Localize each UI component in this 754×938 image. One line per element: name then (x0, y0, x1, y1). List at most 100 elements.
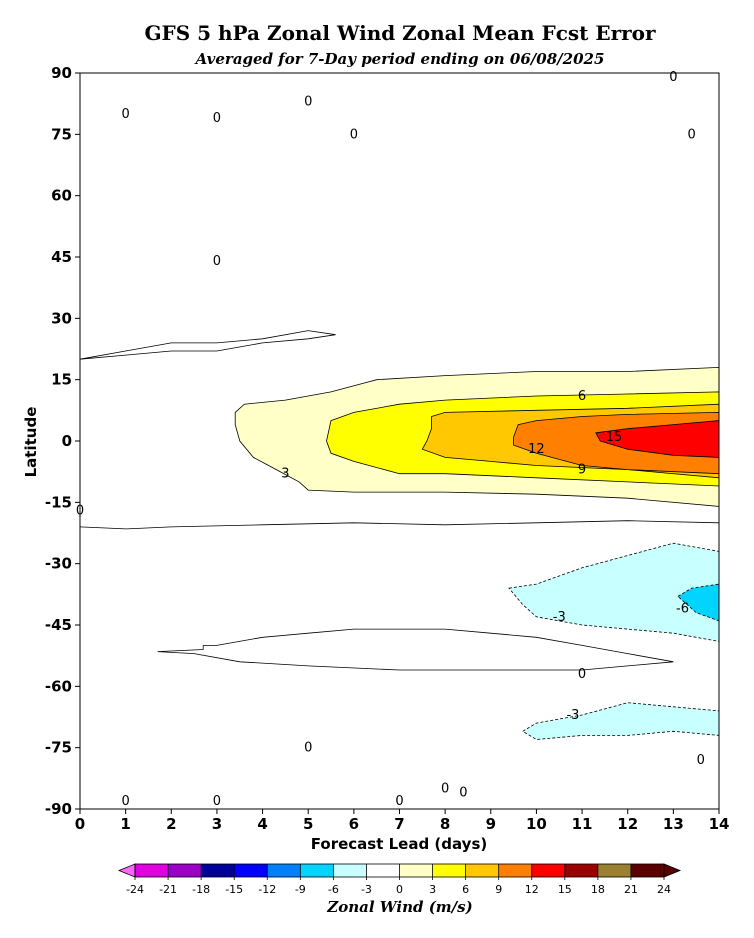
contour-label: 0 (669, 70, 677, 85)
colorbar-segment (333, 864, 367, 877)
contour-label: -3 (553, 610, 566, 625)
contour-label: 0 (578, 667, 586, 682)
contour-region-neg3 (521, 702, 720, 740)
colorbar-tick-label: 9 (495, 883, 502, 896)
colorbar-segment (465, 864, 500, 877)
x-tick-label: 6 (349, 815, 359, 833)
colorbar-segment (399, 864, 434, 877)
colorbar-segment (498, 864, 533, 877)
colorbar-segment (432, 864, 467, 877)
y-tick-label: -90 (45, 800, 72, 818)
y-tick-label: -45 (45, 616, 72, 634)
colorbar-tick-label: 15 (558, 883, 572, 896)
colorbar-segment (300, 864, 334, 877)
contour-label: 0 (304, 741, 312, 756)
contour-label: 0 (459, 786, 467, 801)
x-axis-ticks: 0 1 2 3 4 5 6 7 8 9 10 11 12 13 14 (75, 809, 729, 833)
contour-label: 0 (213, 254, 221, 269)
colorbar-tick-label: -12 (258, 883, 276, 896)
contour-label: 0 (213, 794, 221, 809)
contour-line-0 (157, 628, 674, 671)
chart-subtitle: Averaged for 7-Day period ending on 06/0… (194, 50, 605, 68)
x-tick-label: 4 (257, 815, 267, 833)
contour-label: 9 (578, 463, 586, 478)
colorbar-tick-label: -15 (225, 883, 243, 896)
contour-label: -6 (676, 602, 689, 617)
y-axis-ticks: 90 75 60 45 30 15 0 -15 -30 -45 -60 -75 -90 (45, 64, 80, 818)
colorbar-segment (564, 864, 599, 877)
colorbar-segment (366, 864, 400, 877)
contour-label: 0 (213, 111, 221, 126)
y-tick-label: 90 (51, 64, 72, 82)
x-tick-label: 8 (440, 815, 450, 833)
contour-label: 0 (441, 782, 449, 797)
x-tick-label: 0 (75, 815, 85, 833)
contour-label: 0 (122, 107, 130, 122)
y-tick-label: 15 (51, 371, 72, 389)
y-tick-label: 60 (51, 187, 72, 205)
x-tick-label: 9 (486, 815, 496, 833)
x-tick-label: 12 (617, 815, 638, 833)
colorbar-segment (234, 864, 268, 877)
colorbar-tick-label: -3 (361, 883, 372, 896)
colorbar-tick-label: 3 (429, 883, 436, 896)
colorbar-tick-label: 18 (591, 883, 605, 896)
x-tick-label: 5 (303, 815, 313, 833)
colorbar-label: Zonal Wind (m/s) (326, 898, 472, 916)
colorbar-segment (630, 864, 665, 877)
contour-label: 0 (697, 753, 705, 768)
colorbar-segment (135, 864, 169, 877)
x-tick-label: 3 (212, 815, 222, 833)
colorbar-tick-label: -24 (126, 883, 144, 896)
x-tick-label: 11 (572, 815, 593, 833)
colorbar-tick-label: 12 (525, 883, 539, 896)
colorbar-tick-label: 24 (657, 883, 671, 896)
colorbar-tick-label: 6 (462, 883, 469, 896)
colorbar-segment (531, 864, 566, 877)
x-axis-label: Forecast Lead (days) (311, 835, 487, 853)
colorbar-tick-label: 0 (396, 883, 403, 896)
chart-title: GFS 5 hPa Zonal Wind Zonal Mean Fcst Err… (144, 21, 656, 45)
contour-label: 12 (528, 442, 545, 457)
contour-label: 6 (578, 389, 586, 404)
colorbar-segment (267, 864, 301, 877)
colorbar-tick-label: -6 (328, 883, 339, 896)
y-tick-label: 75 (51, 125, 72, 143)
colorbar-max-extension (663, 863, 682, 878)
y-tick-label: 30 (51, 309, 72, 327)
y-tick-label: 0 (62, 432, 72, 450)
filled-contour-regions (234, 366, 720, 740)
contour-label: 0 (350, 127, 358, 142)
x-tick-label: 13 (663, 815, 684, 833)
colorbar-tick-label: -21 (159, 883, 177, 896)
contour-label: 15 (606, 430, 623, 445)
colorbar-tick-label: -18 (192, 883, 210, 896)
y-tick-label: -15 (45, 493, 72, 511)
colorbar-tick-label: 21 (624, 883, 638, 896)
y-tick-label: 45 (51, 248, 72, 266)
x-tick-label: 2 (166, 815, 176, 833)
colorbar-min-extension (117, 863, 136, 878)
colorbar: -24 -21 -18 -15 -12 -9 -6 -3 0 3 6 9 12 15 18 21 24 (117, 863, 682, 896)
contour-line-0 (79, 330, 336, 360)
colorbar-segment (168, 864, 202, 877)
x-tick-label: 7 (394, 815, 404, 833)
contour-line-0 (79, 520, 720, 530)
contour-label: 3 (281, 467, 289, 482)
colorbar-segment (201, 864, 235, 877)
contour-label: 0 (395, 794, 403, 809)
contour-lines (79, 330, 720, 671)
colorbar-tick-label: -9 (295, 883, 306, 896)
x-tick-label: 1 (120, 815, 130, 833)
y-tick-label: -60 (45, 677, 72, 695)
y-tick-label: -75 (45, 739, 72, 757)
y-axis-label: Latitude (22, 407, 40, 478)
contour-label: 0 (687, 127, 695, 142)
y-tick-label: -30 (45, 555, 72, 573)
colorbar-segment (597, 864, 632, 877)
contour-label: 0 (304, 95, 312, 110)
x-tick-label: 10 (526, 815, 547, 833)
